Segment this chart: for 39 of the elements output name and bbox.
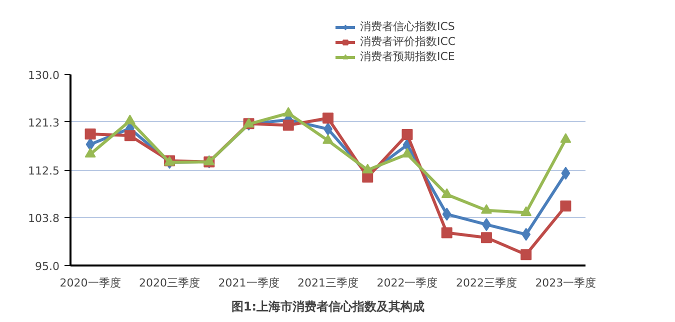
legend-label: 消费者评价指数ICC xyxy=(360,34,456,49)
point xyxy=(362,164,374,174)
point xyxy=(561,166,570,180)
point xyxy=(124,114,136,124)
x-tick-label: 2022三季度 xyxy=(456,276,517,290)
point xyxy=(84,148,96,158)
x-tick-label: 2022一季度 xyxy=(376,276,438,290)
point xyxy=(480,232,492,244)
point xyxy=(520,206,532,216)
point xyxy=(480,204,492,214)
point xyxy=(442,208,452,221)
text: 图1:上海市消费者信心指数及其构成 xyxy=(231,300,425,314)
legend-label: 消费者信心指数ICS xyxy=(360,19,455,34)
point xyxy=(322,134,334,144)
point xyxy=(124,130,136,142)
x-tick-label: 2020三季度 xyxy=(139,276,200,290)
point xyxy=(441,227,452,238)
y-tick-label: 130.0 xyxy=(28,69,60,82)
y-tick-label: 103.8 xyxy=(28,212,60,225)
x-tick-label: 2021三季度 xyxy=(298,276,359,290)
point xyxy=(560,133,572,143)
x-tick-label: 2023一季度 xyxy=(535,276,596,290)
y-tick-label: 112.5 xyxy=(28,164,60,178)
point xyxy=(522,228,531,241)
point xyxy=(402,148,413,158)
point xyxy=(482,218,491,232)
x-tick-label: 2021一季度 xyxy=(218,276,280,290)
point xyxy=(402,129,413,140)
y-tick-label: 121.3 xyxy=(28,116,60,130)
point xyxy=(84,128,96,140)
legend-label: 消费者预期指数ICE xyxy=(360,49,455,64)
y-tick-label: 95.0 xyxy=(35,260,60,273)
point xyxy=(282,120,294,131)
point xyxy=(560,200,572,212)
x-tick-label: 2020一季度 xyxy=(60,276,121,290)
point xyxy=(441,188,452,198)
point xyxy=(282,106,294,117)
point xyxy=(520,249,532,260)
point xyxy=(322,112,334,124)
